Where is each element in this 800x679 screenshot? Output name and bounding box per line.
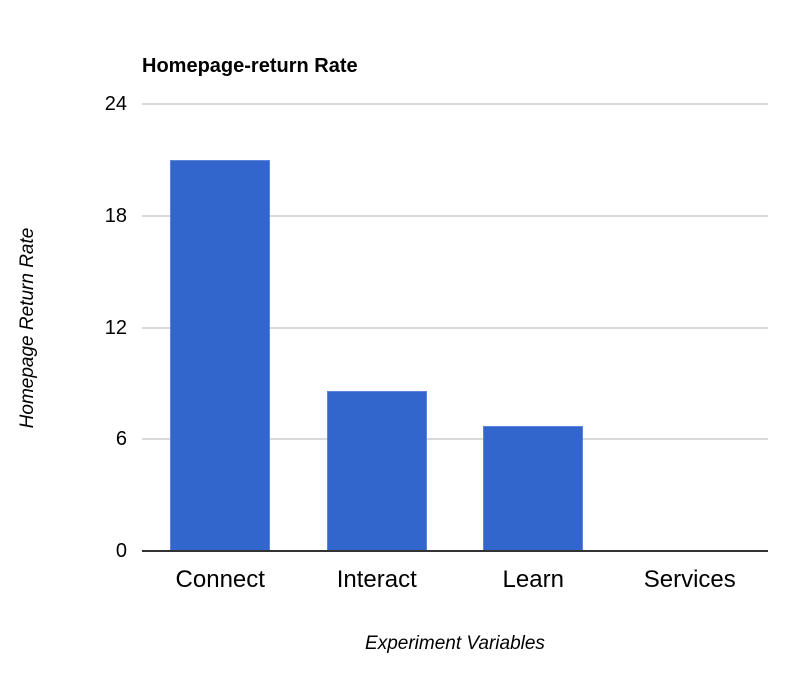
gridline-18	[142, 214, 768, 217]
y-tick-label-18: 18	[104, 204, 127, 227]
y-tick-label-24: 24	[104, 93, 127, 115]
category-label-connect: Connect	[175, 566, 265, 593]
bar-learn	[483, 426, 584, 551]
x-axis-title: Experiment Variables	[365, 633, 545, 654]
category-label-learn: Learn	[502, 566, 564, 593]
bar-interact	[326, 390, 427, 551]
category-label-interact: Interact	[336, 566, 417, 593]
chart-title: Homepage-return Rate	[142, 55, 358, 77]
x-axis-baseline	[142, 550, 768, 552]
bar-connect	[170, 159, 271, 551]
gridline-6	[142, 438, 768, 441]
y-tick-label-12: 12	[104, 316, 127, 339]
gridline-24	[142, 103, 768, 105]
y-tick-label-0: 0	[115, 540, 127, 562]
category-label-services: Services	[643, 566, 736, 593]
gridline-12	[142, 326, 768, 329]
plot-area	[142, 103, 768, 552]
y-tick-label-6: 6	[115, 428, 127, 451]
